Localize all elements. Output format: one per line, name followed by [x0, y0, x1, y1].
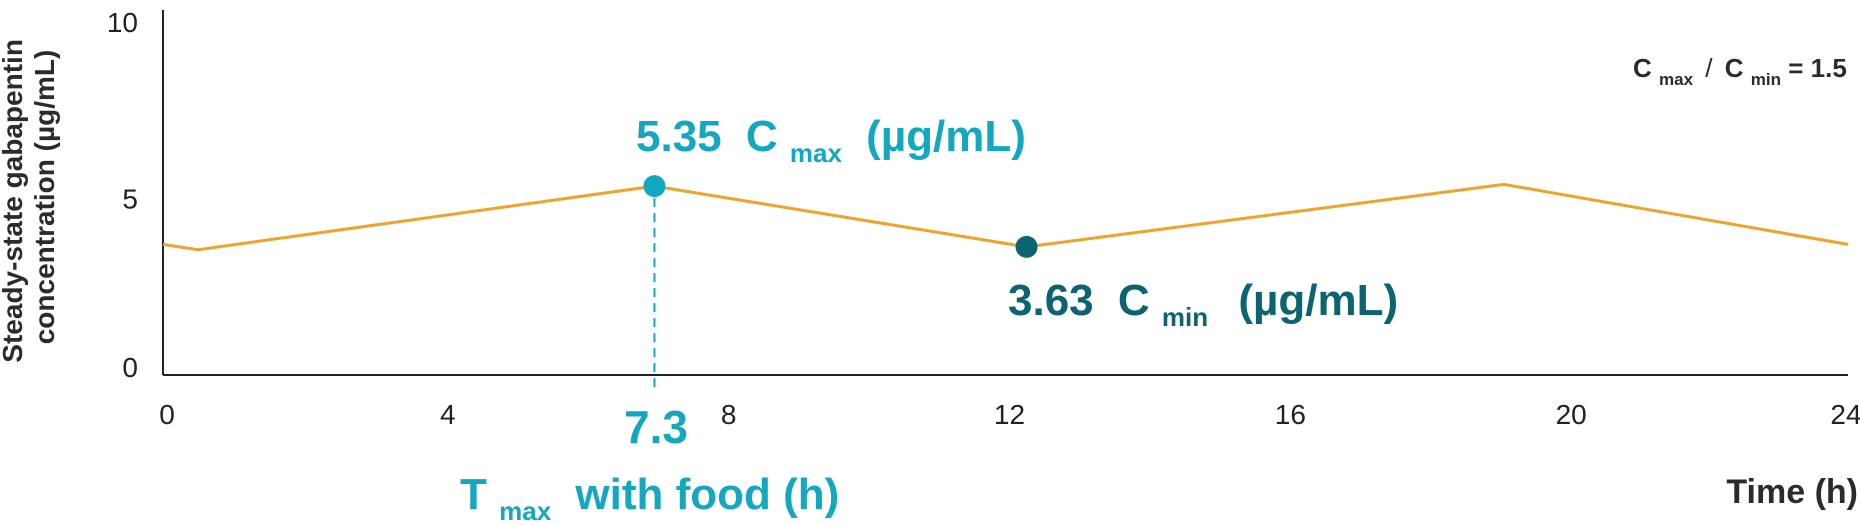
ratio-sep: / — [1705, 53, 1713, 83]
cmax-value: 5.35 — [636, 112, 722, 161]
x-axis-title: Time (h) — [1726, 473, 1858, 511]
cmin-annotation: 3.63 C min (µg/mL) — [1008, 276, 1398, 336]
cmax-symbol: C — [746, 112, 778, 161]
cmax-unit: (µg/mL) — [866, 112, 1026, 161]
cmin-subscript: min — [1162, 302, 1208, 332]
x-tick-label: 16 — [1275, 399, 1306, 430]
cmax-point — [643, 175, 666, 198]
y-tick-label: 10 — [107, 7, 138, 38]
y-tick-label: 5 — [122, 184, 138, 215]
tmax-annotation: T max with food (h) — [460, 470, 839, 525]
x-tick-label: 8 — [721, 399, 737, 430]
cmin-symbol: C — [1118, 276, 1150, 325]
ratio-value: = 1.5 — [1788, 53, 1847, 83]
ratio-c1: C — [1633, 53, 1652, 83]
cmin-unit: (µg/mL) — [1238, 276, 1398, 325]
y-tick-labels: 0 5 10 — [107, 7, 138, 383]
ratio-sub1: max — [1659, 70, 1694, 89]
tmax-suffix: with food (h) — [574, 470, 839, 519]
cmin-point — [1015, 235, 1038, 258]
y-axis-title: Steady-state gabapentin concentration (µ… — [0, 31, 60, 362]
ratio-sub2: min — [1751, 70, 1781, 89]
ratio-c2: C — [1725, 53, 1744, 83]
cmax-subscript: max — [790, 138, 843, 168]
x-tick-labels: 0 4 8 12 16 20 24 — [159, 399, 1860, 430]
y-axis-title-line1: Steady-state gabapentin — [0, 39, 28, 363]
x-tick-label: 0 — [159, 399, 175, 430]
tmax-symbol: T — [460, 470, 487, 519]
x-tick-label: 20 — [1556, 399, 1587, 430]
y-tick-label: 0 — [122, 352, 138, 383]
concentration-line — [162, 182, 1849, 252]
x-tick-label: 24 — [1830, 399, 1860, 430]
x-tick-label: 4 — [440, 399, 456, 430]
tmax-value: 7.3 — [624, 401, 688, 453]
tmax-subscript: max — [499, 496, 552, 525]
cmax-cmin-ratio: C max / C min = 1.5 — [1633, 53, 1847, 91]
y-axis-title-line2: concentration (µg/mL) — [29, 50, 60, 345]
x-tick-label: 12 — [994, 399, 1025, 430]
cmin-value: 3.63 — [1008, 276, 1094, 325]
cmax-annotation: 5.35 C max (µg/mL) — [636, 112, 1026, 172]
